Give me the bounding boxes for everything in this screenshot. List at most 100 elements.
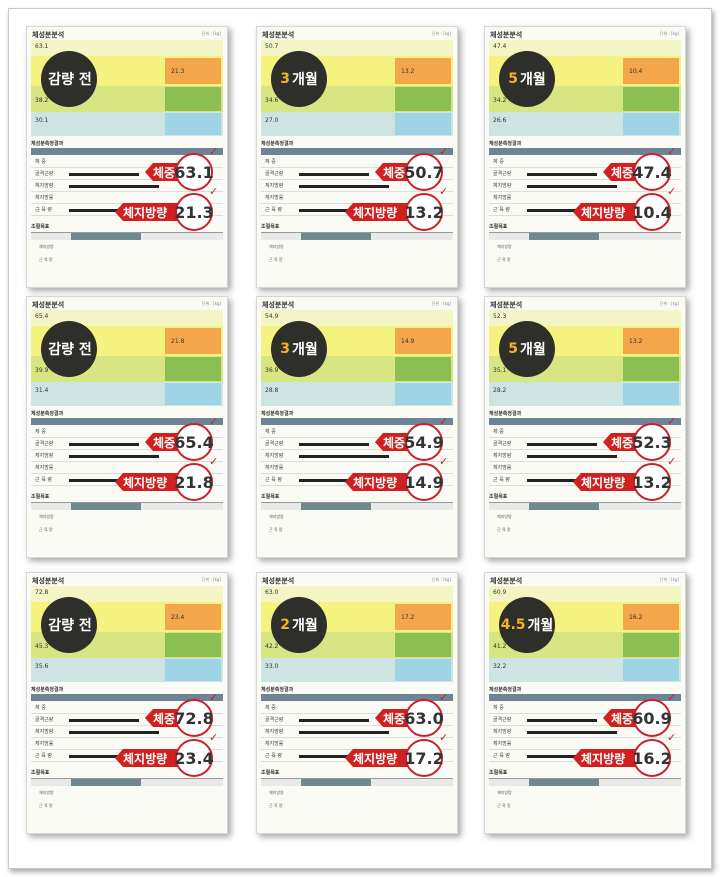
fat-tag-label: 체지방량 xyxy=(353,205,398,220)
result-header xyxy=(489,694,681,701)
row-weight: 체 중 xyxy=(31,156,223,168)
water-value-small: 30.1 xyxy=(35,117,49,124)
result-header xyxy=(261,148,453,155)
goal-row-muscle-label: 근 육 량 xyxy=(497,257,511,262)
check-mark-icon: ✓ xyxy=(667,731,677,744)
row-muscle: 골격근량 xyxy=(261,168,453,180)
muscle-value-small: 45.3 xyxy=(35,643,49,650)
fat-value-small: 14.9 xyxy=(401,338,415,345)
fat-bar xyxy=(69,731,159,734)
water-box xyxy=(623,659,679,681)
section-title: 체성분분석 xyxy=(262,31,295,39)
fat-value: 21.3 xyxy=(174,202,214,222)
row-muscle-label: 골격근량 xyxy=(265,171,284,177)
fat-circle: 10.4 xyxy=(632,193,672,231)
fat-tag: 체지방량 xyxy=(115,749,182,767)
goal-table: 체지방량 근 육 량 xyxy=(489,232,681,266)
fat-value-small: 23.4 xyxy=(171,614,185,621)
section-title: 체성분분석 xyxy=(262,301,295,309)
weight-tag-label: 체중 xyxy=(611,435,634,450)
period-number: 5 xyxy=(508,71,518,87)
goal-header-dark xyxy=(529,233,599,240)
fat-tag-label: 체지방량 xyxy=(123,205,168,220)
fat-tag-label: 체지방량 xyxy=(581,205,626,220)
body-composition-card-7: 체성분분석 단위 : [kg] 23.4 72.8 45.3 35.6 감량 전… xyxy=(26,572,228,834)
row-fat: 체지방량 xyxy=(261,180,453,192)
period-number: 2 xyxy=(280,617,290,633)
row-weight-label: 체 중 xyxy=(265,429,276,435)
fat-box: 14.9 xyxy=(395,328,451,354)
fat-circle: 16.2 xyxy=(632,739,672,777)
period-badge: 5 개월 xyxy=(499,51,555,107)
weight-value: 63.0 xyxy=(404,708,444,728)
fat-value-small: 10.4 xyxy=(629,68,643,75)
check-mark-icon: ✓ xyxy=(209,455,219,468)
row-fat: 체지방량 xyxy=(31,450,223,462)
weight-tag-label: 체중 xyxy=(153,711,176,726)
body-composition-card-2: 체성분분석 단위 : [kg] 13.2 50.7 34.6 27.0 3 개월 … xyxy=(256,26,458,288)
check-mark-icon: ✓ xyxy=(439,691,449,704)
water-value-small: 33.0 xyxy=(265,663,279,670)
unit-label: 단위 : [kg] xyxy=(431,31,451,36)
muscle-value-small: 35.1 xyxy=(493,367,507,374)
weight-value: 63.1 xyxy=(174,162,214,182)
body-composition-card-1: 체성분분석 단위 : [kg] 21.3 63.1 38.2 30.1 감량 전… xyxy=(26,26,228,288)
fat-circle: 23.4 xyxy=(174,739,214,777)
fat-bar xyxy=(527,731,617,734)
muscle-box xyxy=(165,87,221,111)
check-mark-icon: ✓ xyxy=(209,731,219,744)
weight-circle: 52.3 xyxy=(632,423,672,461)
goal-header-dark xyxy=(301,779,371,786)
row-muscle-label: 골격근량 xyxy=(265,441,284,447)
period-text: 개월 xyxy=(519,342,546,358)
section-goal-title: 조절목표 xyxy=(261,494,280,500)
goal-row-muscle-label: 근 육 량 xyxy=(269,527,283,532)
muscle-box xyxy=(623,87,679,111)
period-text: 개월 xyxy=(527,618,554,634)
check-mark-icon: ✓ xyxy=(439,145,449,158)
section-goal-title: 조절목표 xyxy=(31,224,50,230)
fat-circle: 17.2 xyxy=(404,739,444,777)
row-muscle-mass-label: 근 육 량 xyxy=(265,207,282,213)
weight-value-small: 63.0 xyxy=(265,589,279,596)
fat-tag: 체지방량 xyxy=(115,473,182,491)
unit-label: 단위 : [kg] xyxy=(201,301,221,306)
muscle-box xyxy=(623,357,679,381)
row-muscle: 골격근량 xyxy=(31,438,223,450)
unit-label: 단위 : [kg] xyxy=(659,31,679,36)
row-weight: 체 중 xyxy=(489,702,681,714)
section-goal-title: 조절목표 xyxy=(261,224,280,230)
fat-tag: 체지방량 xyxy=(345,473,412,491)
row-muscle-mass-label: 근 육 량 xyxy=(493,753,510,759)
goal-row-fat-label: 체지방량 xyxy=(497,514,512,519)
check-mark-icon: ✓ xyxy=(209,145,219,158)
body-composition-card-3: 체성분분석 단위 : [kg] 10.4 47.4 34.2 26.6 5 개월 … xyxy=(484,26,686,288)
goal-header-dark xyxy=(529,779,599,786)
row-fat-rate-label: 체지방률 xyxy=(265,195,284,201)
fat-value: 13.2 xyxy=(632,472,672,492)
row-fat: 체지방량 xyxy=(489,180,681,192)
goal-header-dark xyxy=(301,503,371,510)
water-box xyxy=(623,113,679,135)
fat-box: 21.3 xyxy=(165,58,221,84)
weight-value-small: 63.1 xyxy=(35,43,49,50)
goal-row-fat-label: 체지방량 xyxy=(39,244,54,249)
row-muscle: 골격근량 xyxy=(261,438,453,450)
check-mark-icon: ✓ xyxy=(667,145,677,158)
section-result-title: 체성분측정결과 xyxy=(31,687,64,693)
fat-bar xyxy=(69,185,159,188)
row-weight-label: 체 중 xyxy=(265,705,276,711)
weight-value-small: 54.9 xyxy=(265,313,279,320)
goal-table: 체지방량 근 육 량 xyxy=(261,232,453,266)
check-mark-icon: ✓ xyxy=(667,185,677,198)
section-result-title: 체성분측정결과 xyxy=(31,411,64,417)
weight-circle: 72.8 xyxy=(174,699,214,737)
muscle-bar xyxy=(69,173,139,176)
water-box xyxy=(395,659,451,681)
row-weight: 체 중 xyxy=(261,156,453,168)
body-composition-card-4: 체성분분석 단위 : [kg] 21.8 65.4 39.9 31.4 감량 전… xyxy=(26,296,228,558)
row-muscle-mass-label: 근 육 량 xyxy=(265,477,282,483)
fat-box: 13.2 xyxy=(395,58,451,84)
fat-tag-label: 체지방량 xyxy=(581,751,626,766)
fat-value: 23.4 xyxy=(174,748,214,768)
